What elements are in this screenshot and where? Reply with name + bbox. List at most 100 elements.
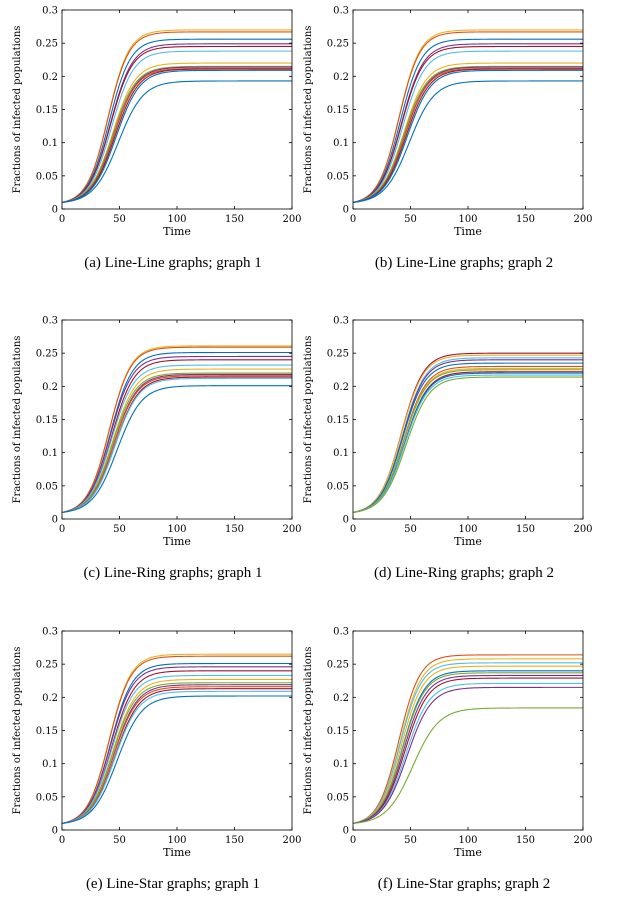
y-tick-label: 0.3 <box>42 316 58 327</box>
chart-panel: 0 50 100 150 200 0 0.05 0.1 0.15 0.2 0.25 0.3 Time Fr… <box>12 627 302 893</box>
series-line <box>61 375 292 513</box>
x-tick-label: 100 <box>167 835 186 846</box>
y-tick-label: 0.05 <box>327 481 349 492</box>
chart-panel: 0 50 100 150 200 0 0.05 0.1 0.15 0.2 0.25 0.3 Time Fr… <box>303 6 593 272</box>
series-line <box>352 672 583 824</box>
panel-caption: (a) Line-Line graphs; graph 1 <box>84 255 261 271</box>
panel-caption: (b) Line-Line graphs; graph 2 <box>375 255 553 271</box>
y-tick-label: 0.3 <box>42 6 58 17</box>
y-tick-label: 0.15 <box>327 726 349 737</box>
series-group <box>61 29 292 203</box>
series-group <box>352 654 583 824</box>
x-tick-label: 0 <box>59 524 65 535</box>
series-line <box>61 372 292 513</box>
series-line <box>352 68 583 203</box>
y-tick-label: 0 <box>52 515 58 526</box>
y-axis-label: Fractions of infected populations <box>12 26 23 194</box>
y-tick-label: 0.05 <box>36 481 58 492</box>
y-tick-label: 0.3 <box>42 627 58 638</box>
y-tick-label: 0.2 <box>42 382 58 393</box>
x-tick-label: 0 <box>350 524 356 535</box>
x-tick-label: 50 <box>113 214 126 225</box>
series-line <box>61 682 292 824</box>
series-line <box>352 682 583 824</box>
series-line <box>61 50 292 203</box>
y-tick-label: 0.15 <box>36 726 58 737</box>
y-tick-label: 0.3 <box>333 316 349 327</box>
series-line <box>352 374 583 513</box>
y-tick-label: 0.2 <box>333 382 349 393</box>
y-tick-label: 0 <box>343 826 349 837</box>
series-line <box>352 665 583 824</box>
x-tick-label: 0 <box>350 835 356 846</box>
y-tick-label: 0.25 <box>327 39 349 50</box>
panel-caption: (d) Line-Ring graphs; graph 2 <box>374 565 554 581</box>
series-line <box>61 684 292 824</box>
series-line <box>352 38 583 203</box>
x-axis-label: Time <box>163 846 191 859</box>
y-tick-label: 0.25 <box>36 349 58 360</box>
x-tick-label: 100 <box>167 524 186 535</box>
x-axis-label: Time <box>163 535 191 548</box>
y-axis-label: Fractions of infected populations <box>303 336 314 504</box>
series-line <box>352 677 583 824</box>
series-line <box>352 65 583 203</box>
series-line <box>61 373 292 513</box>
x-tick-label: 200 <box>282 214 301 225</box>
series-line <box>61 376 292 513</box>
x-axis-label: Time <box>454 535 482 548</box>
chart-panel: 0 50 100 150 200 0 0.05 0.1 0.15 0.2 0.25 0.3 Time Fr… <box>303 316 593 582</box>
x-tick-label: 50 <box>404 835 417 846</box>
y-tick-label: 0.15 <box>36 105 58 116</box>
y-tick-label: 0.1 <box>333 138 349 149</box>
panel-caption: (c) Line-Ring graphs; graph 1 <box>83 565 262 581</box>
x-tick-label: 100 <box>167 214 186 225</box>
x-tick-label: 0 <box>59 835 65 846</box>
y-tick-label: 0.25 <box>327 660 349 671</box>
series-line <box>61 67 292 203</box>
x-tick-label: 150 <box>516 214 535 225</box>
series-line <box>61 45 292 203</box>
x-tick-label: 50 <box>113 524 126 535</box>
x-axis-label: Time <box>454 846 482 859</box>
series-line <box>352 376 583 513</box>
y-tick-label: 0.05 <box>327 171 349 182</box>
series-line <box>352 31 583 203</box>
x-tick-label: 150 <box>225 524 244 535</box>
y-tick-label: 0.3 <box>333 6 349 17</box>
series-line <box>61 65 292 203</box>
series-line <box>61 38 292 203</box>
x-tick-label: 200 <box>573 835 592 846</box>
series-line <box>352 707 583 824</box>
y-tick-label: 0.2 <box>42 72 58 83</box>
series-group <box>61 345 292 513</box>
y-axis-label: Fractions of infected populations <box>303 647 314 815</box>
series-group <box>352 352 583 513</box>
y-tick-label: 0.1 <box>42 448 58 459</box>
series-line <box>352 369 583 513</box>
series-line <box>61 688 292 824</box>
series-line <box>61 695 292 824</box>
x-tick-label: 150 <box>516 835 535 846</box>
y-tick-label: 0 <box>343 205 349 216</box>
y-tick-label: 0.3 <box>333 627 349 638</box>
y-tick-label: 0.15 <box>327 415 349 426</box>
x-tick-label: 50 <box>404 524 417 535</box>
series-line <box>352 674 583 824</box>
series-line <box>352 362 583 513</box>
series-line <box>352 50 583 203</box>
y-tick-label: 0.05 <box>36 792 58 803</box>
y-axis-label: Fractions of infected populations <box>12 336 23 504</box>
series-line <box>352 654 583 824</box>
series-line <box>61 346 292 513</box>
series-group <box>352 29 583 203</box>
panel-caption: (f) Line-Star graphs; graph 2 <box>378 876 550 892</box>
series-line <box>61 690 292 824</box>
series-line <box>61 31 292 203</box>
x-tick-label: 100 <box>458 835 477 846</box>
y-tick-label: 0.15 <box>36 415 58 426</box>
chart-panel: 0 50 100 150 200 0 0.05 0.1 0.15 0.2 0.25 0.3 Time Fr… <box>303 627 593 893</box>
y-tick-label: 0.25 <box>327 349 349 360</box>
x-tick-label: 0 <box>350 214 356 225</box>
